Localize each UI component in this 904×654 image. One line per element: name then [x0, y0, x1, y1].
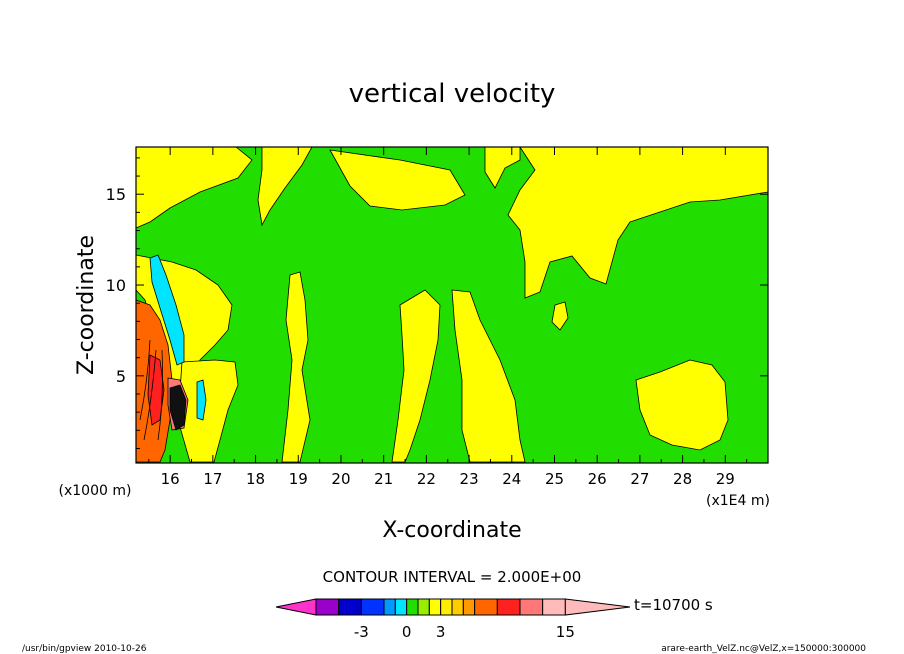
updraft-region — [329, 149, 466, 211]
contour-fill — [135, 146, 769, 463]
colorbar-cell — [496, 598, 521, 616]
colorbar-cell — [451, 598, 464, 616]
contour-interval: CONTOUR INTERVAL = 2.000E+00 — [323, 568, 582, 586]
updraft-region — [135, 146, 253, 229]
colorbar-cell — [315, 598, 340, 616]
chart-title: vertical velocity — [349, 79, 556, 109]
time-label: t=10700 s — [634, 596, 713, 614]
updraft-region — [507, 146, 769, 299]
updraft-region — [635, 359, 729, 451]
colorbar: -3 0 3 15 — [275, 598, 631, 641]
colorbar-cell — [383, 598, 396, 616]
colorbar-cell — [428, 598, 442, 616]
colorbar-cell — [394, 598, 408, 616]
x-tick-label: 28 — [673, 470, 692, 488]
axis-ticks — [136, 147, 768, 463]
colorbar-cell — [417, 598, 430, 616]
plot-area — [135, 146, 769, 464]
x-tick-label: 17 — [203, 470, 222, 488]
downdraft-core — [196, 379, 207, 421]
footer-left: /usr/bin/gpview 2010-10-26 — [22, 644, 147, 654]
x-tick-label: 29 — [716, 470, 735, 488]
colorbar-cell — [542, 598, 566, 616]
x-tick-label: 22 — [417, 470, 436, 488]
downdraft-core — [149, 254, 185, 366]
x-tick-label: 16 — [161, 470, 180, 488]
x-tick-label: 27 — [630, 470, 649, 488]
x-tick-label: 20 — [331, 470, 350, 488]
colorbar-cell — [474, 598, 498, 616]
updraft-region — [257, 146, 313, 227]
colorbar-label: -3 — [354, 623, 369, 641]
colorbar-cell — [462, 598, 476, 616]
colorbar-cell — [440, 598, 453, 616]
colorbar-cell — [519, 598, 544, 616]
colorbar-cell — [406, 598, 419, 616]
x-tick-label: 18 — [246, 470, 265, 488]
x-tick-label: 25 — [545, 470, 564, 488]
contour-line — [139, 339, 151, 421]
x-tick-label: 24 — [502, 470, 521, 488]
colorbar-max-arrow — [564, 598, 631, 616]
plot-frame — [135, 146, 769, 464]
updraft-region — [177, 359, 239, 463]
y-axis-label: Z-coordinate — [74, 235, 99, 375]
updraft-region — [451, 289, 526, 463]
y-tick-label: 15 — [106, 185, 126, 204]
x-axis-label: X-coordinate — [382, 518, 521, 543]
colorbar-min-arrow — [275, 598, 317, 616]
contour-line — [157, 349, 163, 441]
x-tick-label: 23 — [460, 470, 479, 488]
colorbar-cell — [338, 598, 362, 616]
x-unit-left: (x1000 m) — [59, 483, 132, 499]
updraft-region — [391, 289, 441, 463]
footer-right: arare-earth_VelZ.nc@VelZ,x=150000:300000 — [661, 644, 866, 654]
colorbar-cell — [360, 598, 385, 616]
colorbar-label: 15 — [556, 623, 575, 641]
y-tick-label: 10 — [106, 276, 126, 295]
x-tick-label: 26 — [588, 470, 607, 488]
x-tick-label: 19 — [289, 470, 308, 488]
colorbar-label: 0 — [402, 623, 412, 641]
dense-contour-cluster — [169, 384, 187, 431]
colorbar-label: 3 — [436, 623, 446, 641]
strong-updraft-core — [147, 354, 165, 426]
contour-line — [143, 349, 157, 441]
x-unit-right: (x1E4 m) — [706, 493, 770, 509]
y-tick-label: 5 — [116, 367, 126, 386]
updraft-region — [281, 271, 311, 463]
updraft-region — [551, 301, 569, 331]
x-tick-label: 21 — [374, 470, 393, 488]
